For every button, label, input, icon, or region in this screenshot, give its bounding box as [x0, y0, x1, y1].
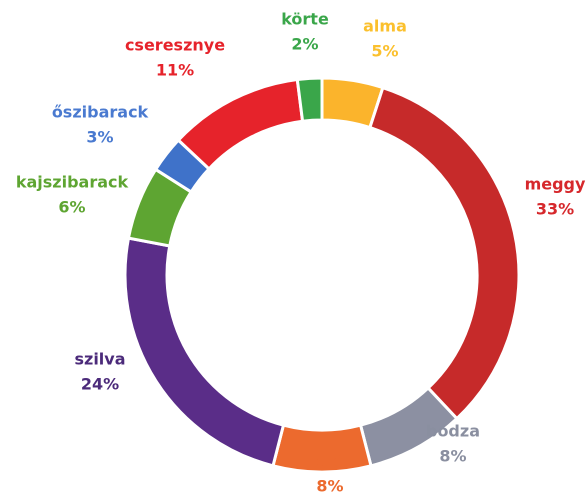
- segment-value-label: 33%: [536, 200, 574, 219]
- segment-name: meggy: [525, 175, 586, 194]
- segment-value-label: 24%: [81, 375, 119, 394]
- donut-segment: [368, 85, 521, 421]
- donut-segment: [176, 77, 305, 172]
- segment-name: őszibarack: [52, 103, 149, 122]
- segment-value-label: 11%: [156, 61, 194, 80]
- segment-value-label: 8%: [316, 477, 343, 495]
- segment-value-label: 5%: [371, 42, 398, 61]
- segment-name: dió: [316, 452, 344, 471]
- segment-value-label: 3%: [86, 128, 113, 147]
- segment-value-label: 2%: [291, 35, 318, 54]
- segment-value-label: 6%: [58, 198, 85, 217]
- segment-name: szilva: [74, 350, 125, 369]
- segment-name: cseresznye: [125, 36, 225, 55]
- segment-value-label: 8%: [439, 447, 466, 466]
- segment-name: alma: [363, 17, 407, 36]
- segment-name: körte: [281, 10, 329, 29]
- segment-name: kajszibarack: [16, 173, 129, 192]
- segment-name: bodza: [426, 422, 480, 441]
- donut-segment: [123, 236, 286, 468]
- donut-segment: [295, 76, 324, 123]
